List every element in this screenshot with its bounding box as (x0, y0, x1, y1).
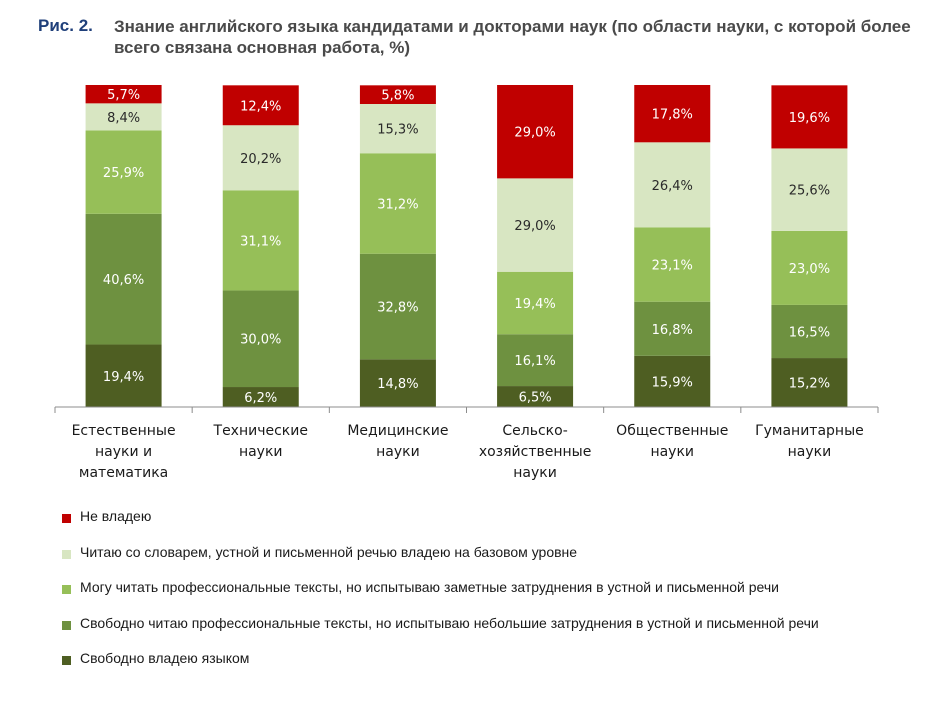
category-label-line: Гуманитарные (755, 423, 864, 439)
bar-segment (85, 344, 162, 407)
legend-label: Могу читать профессиональные тексты, но … (80, 579, 779, 595)
bar-segment (634, 355, 711, 407)
bar-segment (222, 125, 299, 191)
bar-segment (359, 85, 436, 104)
chart-title: Знание английского языка кандидатами и д… (114, 17, 911, 57)
legend-label: Не владею (80, 508, 152, 524)
bar-segment (497, 85, 574, 179)
category-label-line: Сельско- (502, 423, 567, 439)
data-label: 19,4% (103, 370, 144, 385)
data-label: 15,2% (789, 377, 830, 392)
category-label-line: Медицинские (347, 423, 448, 439)
data-label: 16,5% (789, 325, 830, 340)
data-label: 14,8% (377, 377, 418, 392)
category-label-line: Естественные (72, 423, 176, 439)
bar-segment (222, 290, 299, 388)
bar-segment (771, 148, 848, 231)
bar-segment (222, 190, 299, 291)
bar-segment (85, 85, 162, 104)
legend-swatch (62, 656, 71, 665)
bar-segment (359, 253, 436, 360)
data-label: 19,4% (514, 297, 555, 312)
data-label: 12,4% (240, 99, 281, 114)
bar-segment (771, 85, 848, 149)
category-label: Гуманитарные науки (755, 423, 864, 460)
figure-label: Рис. 2. (38, 16, 93, 35)
data-label: 26,4% (652, 179, 693, 194)
bar-segment (771, 358, 848, 407)
data-label: 25,6% (789, 184, 830, 199)
bar-segment (634, 142, 711, 228)
legend-swatch (62, 514, 71, 523)
legend-swatch (62, 549, 71, 559)
category-label-line: науки (513, 465, 557, 481)
data-label: 15,9% (652, 375, 693, 390)
data-label: 16,8% (652, 323, 693, 338)
data-label: 6,5% (519, 391, 552, 406)
data-label: 25,9% (103, 166, 144, 181)
data-label: 29,0% (514, 126, 555, 141)
bar-segment (359, 153, 436, 254)
data-label: 16,1% (514, 354, 555, 369)
category-label-line: Технические (213, 423, 308, 439)
bar-segment (771, 230, 848, 305)
bar-segment (85, 103, 162, 131)
data-label: 32,8% (377, 301, 418, 316)
data-label: 5,8% (381, 89, 414, 104)
data-label: 6,2% (244, 391, 277, 406)
bar-segment (222, 387, 299, 407)
bar-segment (497, 271, 574, 335)
bar-segment (359, 103, 436, 154)
category-label: Естественные науки и математика (72, 423, 176, 481)
category-label-line: науки (650, 444, 694, 460)
category-label: Медицинские науки (347, 423, 448, 460)
data-label: 23,1% (652, 259, 693, 274)
bar-segment (634, 85, 711, 143)
legend-label: Читаю со словарем, устной и письменной р… (80, 543, 578, 560)
legend-label: Свободно владею языком (80, 650, 250, 666)
data-label: 20,2% (240, 152, 281, 167)
data-label: 5,7% (107, 88, 140, 103)
data-label: 31,1% (240, 234, 281, 249)
bar-segment (359, 359, 436, 407)
category-label-line: математика (79, 465, 168, 481)
bar-segment (497, 386, 574, 407)
bar-segment (634, 227, 711, 302)
category-label-line: науки (788, 444, 832, 460)
data-label: 15,3% (377, 123, 418, 138)
legend-swatch (62, 620, 71, 630)
bar-segment (85, 213, 162, 345)
data-label: 30,0% (240, 333, 281, 348)
bar-segment (497, 178, 574, 272)
data-label: 17,8% (652, 108, 693, 123)
data-label: 8,4% (107, 111, 140, 126)
data-label: 40,6% (103, 273, 144, 288)
data-label: 31,2% (377, 197, 418, 212)
bar-segment (634, 301, 711, 356)
category-label: Сельско-хозяйственные науки (479, 423, 592, 481)
data-label: 29,0% (514, 219, 555, 234)
bar-segment (85, 130, 162, 214)
category-label-line: Общественные (616, 423, 728, 439)
bar-segment (497, 334, 574, 387)
category-label-line: науки (376, 444, 420, 460)
category-label: Технические науки (213, 423, 308, 460)
legend-label: Свободно читаю профессиональные тексты, … (80, 614, 819, 631)
bar-segment (222, 85, 299, 126)
category-label: Общественные науки (616, 423, 728, 460)
category-label-line: науки (239, 444, 283, 460)
data-label: 19,6% (789, 111, 830, 126)
stacked-bar-chart: 19,4% 40,6% 25,9% 8,4% 5,7% Естественные науки… (54, 85, 879, 481)
legend-swatch (62, 585, 71, 594)
category-label-line: науки и (95, 444, 152, 460)
bar-segment (771, 304, 848, 359)
data-label: 23,0% (789, 262, 830, 277)
category-label-line: хозяйственные (479, 444, 592, 460)
